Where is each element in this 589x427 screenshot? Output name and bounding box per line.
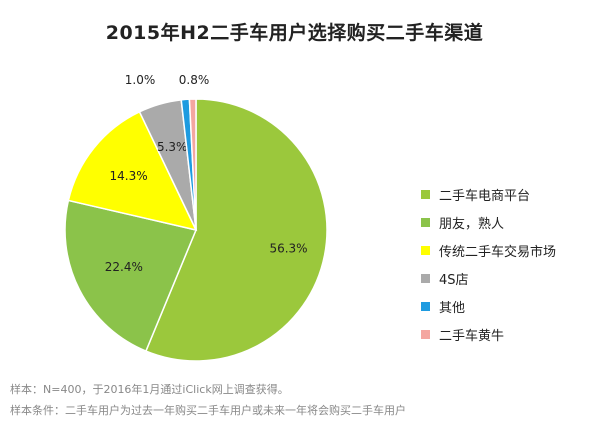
slice-data-label: 22.4% — [105, 260, 143, 274]
legend-item: 4S店 — [421, 264, 556, 292]
legend-label: 二手车电商平台 — [439, 188, 531, 204]
legend-item: 传统二手车交易市场 — [421, 236, 556, 264]
legend-swatch — [421, 189, 430, 199]
legend-item: 二手车黄牛 — [421, 320, 556, 348]
pie-slice — [144, 98, 328, 362]
slice-data-label: 56.3% — [269, 241, 307, 255]
slice-data-label: 0.8% — [179, 73, 210, 87]
legend-label: 传统二手车交易市场 — [439, 244, 557, 260]
slice-data-label: 5.3% — [157, 140, 188, 154]
legend-label: 4S店 — [439, 272, 469, 288]
pie-slice — [64, 199, 198, 353]
legend-label: 二手车黄牛 — [439, 328, 505, 344]
slice-data-label: 14.3% — [110, 169, 148, 183]
legend-swatch — [421, 329, 430, 339]
pie-slice — [67, 110, 198, 232]
legend-item: 二手车电商平台 — [421, 180, 556, 208]
legend-swatch — [421, 245, 430, 255]
sample-condition-note: 样本条件：二手车用户为过去一年购买二手车用户或未来一年将会购买二手车用户 — [10, 404, 406, 417]
chart-title: 2015年H2二手车用户选择购买二手车渠道 — [105, 22, 484, 44]
legend-label: 朋友，熟人 — [439, 216, 505, 232]
legend-item: 其他 — [421, 292, 556, 320]
legend: 二手车电商平台 朋友，熟人传统二手车交易市场 4S店其他二手车黄牛 — [421, 180, 556, 348]
sample-note: 样本：N=400，于2016年1月通过iClick网上调查获得。 — [10, 383, 289, 396]
legend-swatch — [421, 217, 430, 227]
pie-chart: 56.3% 22.4% 14.3% 5.3% 1.0% 0.8% — [64, 73, 328, 362]
legend-item: 朋友，熟人 — [421, 208, 556, 236]
legend-label: 其他 — [439, 300, 466, 316]
legend-swatch — [421, 301, 430, 311]
legend-swatch — [421, 273, 430, 283]
slice-data-label: 1.0% — [125, 73, 156, 87]
pie-slice — [188, 98, 197, 231]
